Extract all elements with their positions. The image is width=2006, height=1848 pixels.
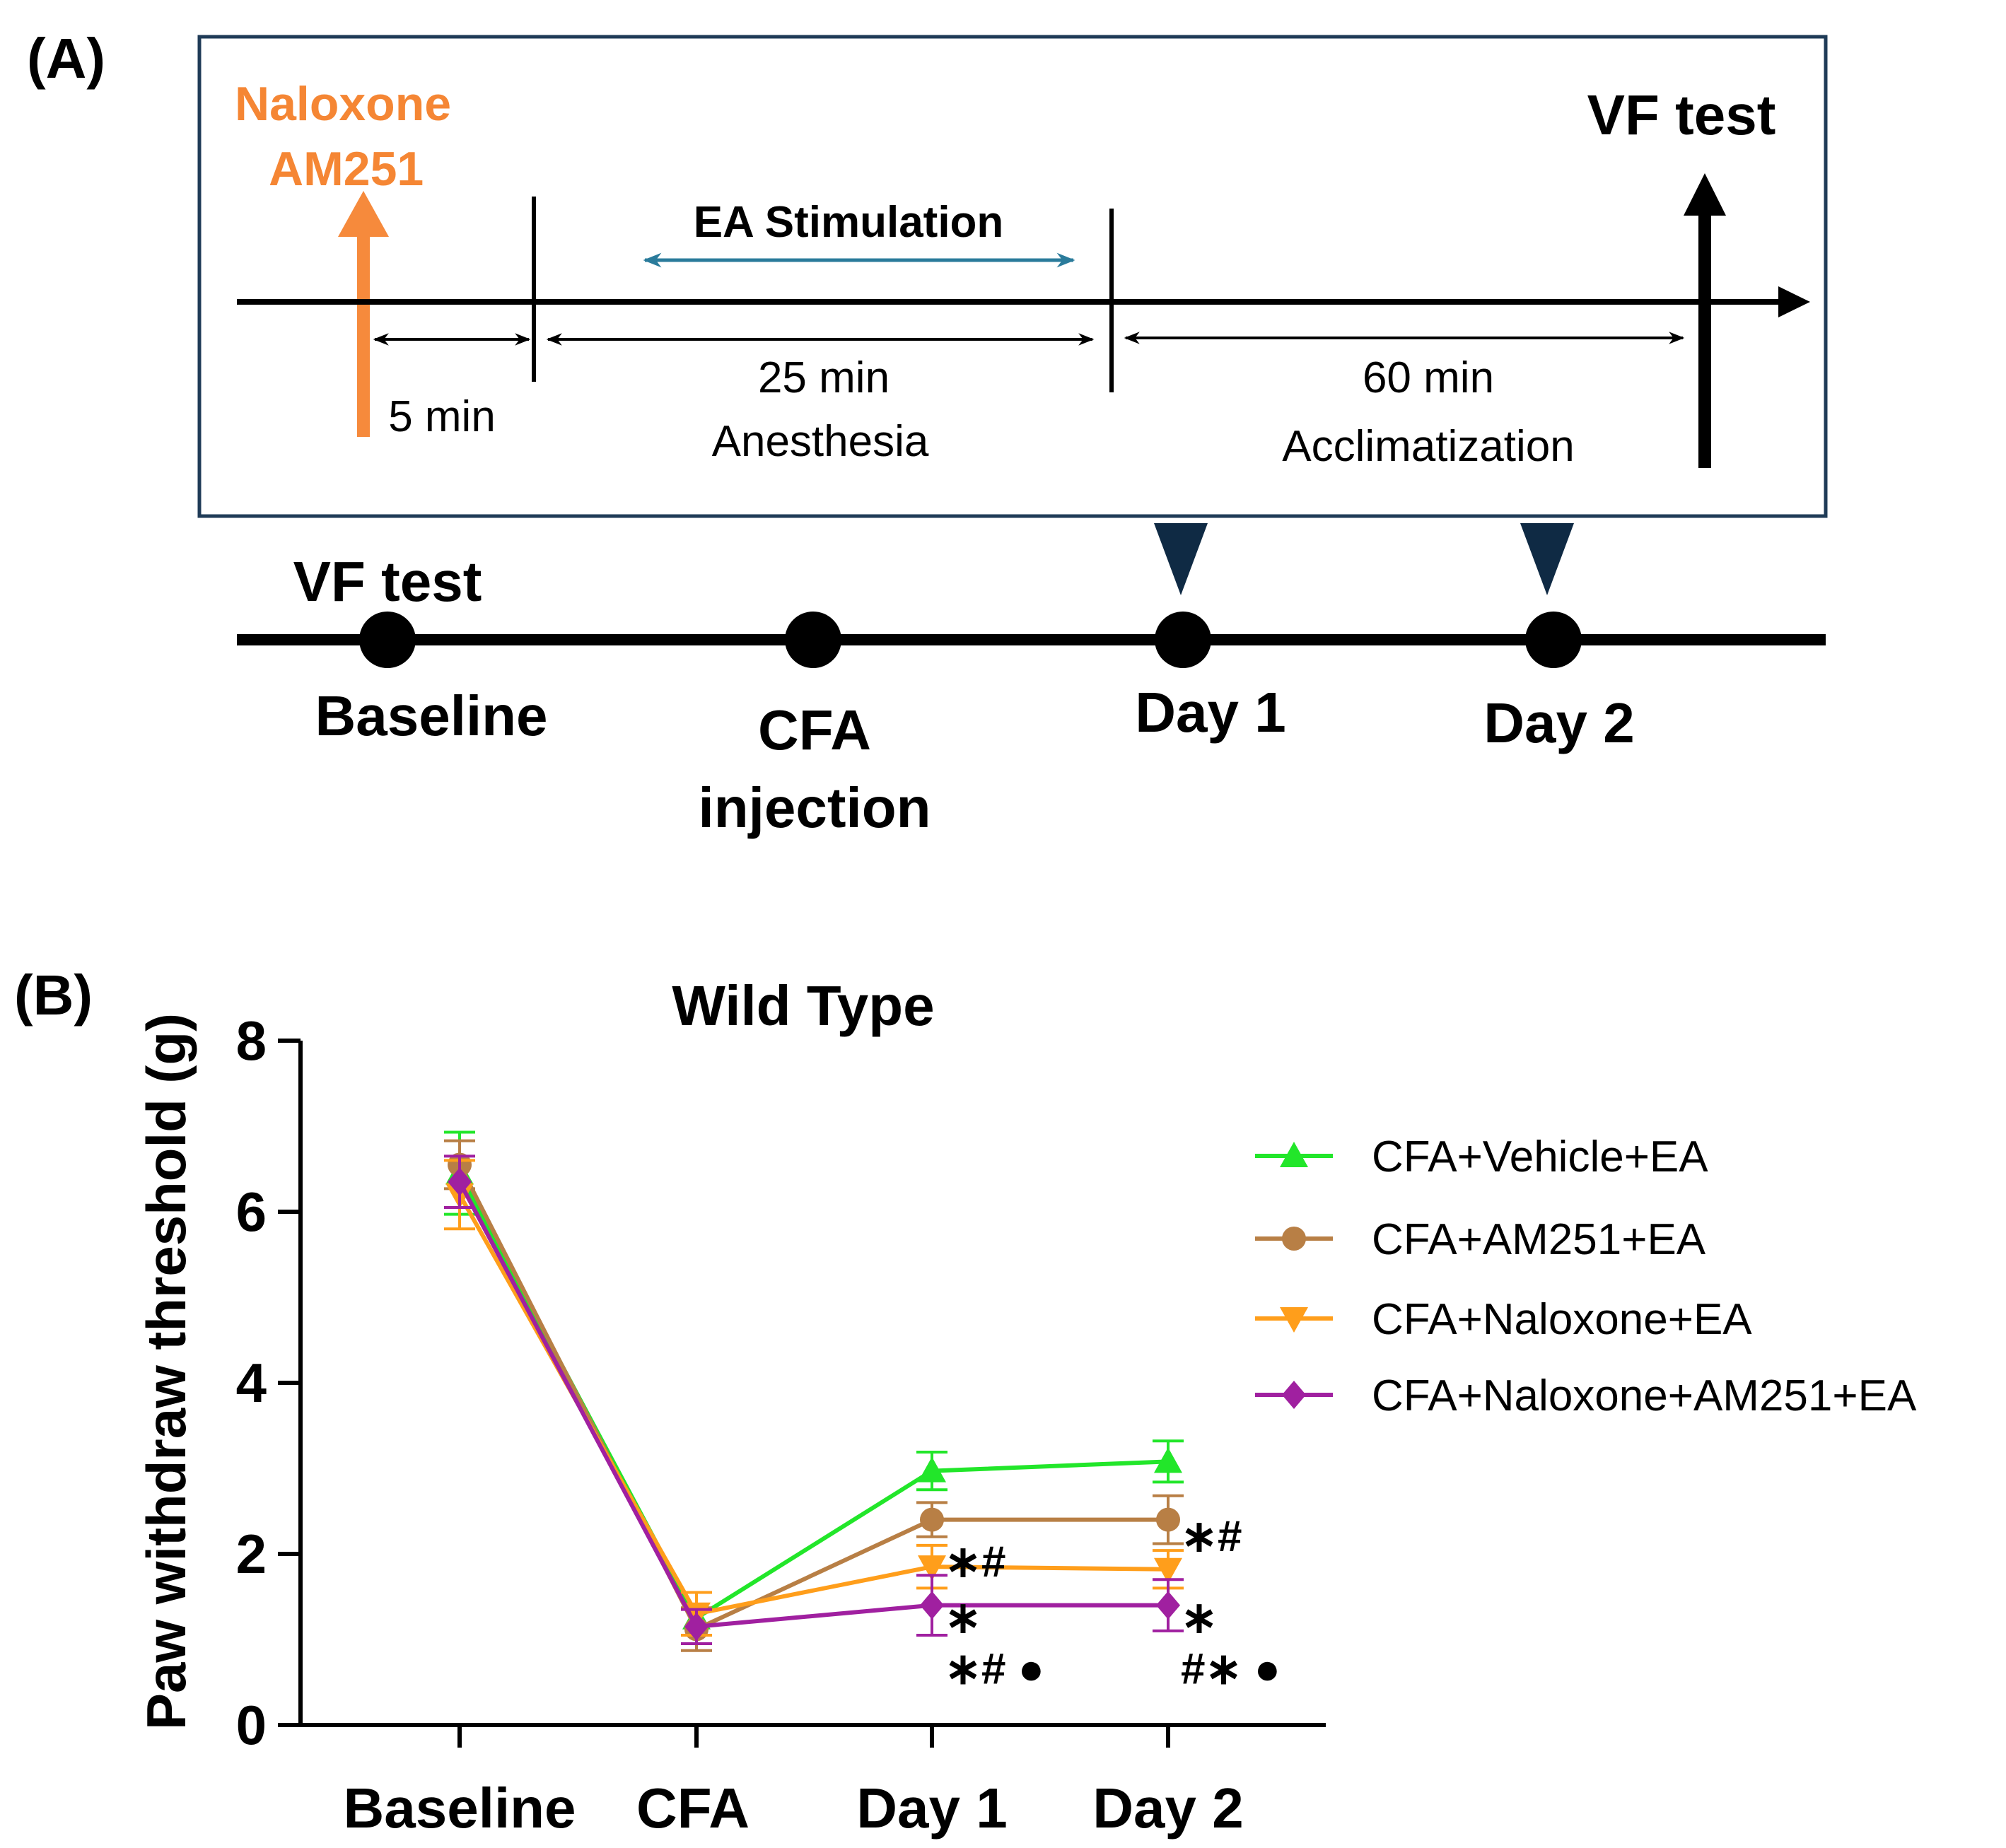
series-line — [457, 1172, 1169, 1620]
timepoint-label-day2: Day 2 — [1483, 691, 1634, 754]
data-point — [920, 1507, 944, 1532]
timepoint-label-injection: injection — [699, 776, 931, 839]
data-point — [684, 1612, 708, 1641]
timepoint-dot-baseline — [359, 612, 416, 668]
chart-title: Wild Type — [672, 974, 934, 1037]
data-point — [918, 1456, 946, 1483]
y-tick-label: 2 — [236, 1523, 267, 1585]
data-point — [1156, 1507, 1180, 1532]
legend-swatch-marker — [1282, 1227, 1306, 1251]
timepoint-dot-day1 — [1155, 612, 1211, 668]
significance-annotation: ∗# — [945, 1538, 1005, 1586]
legend-swatch-marker — [1280, 1307, 1308, 1333]
significance-annotation: ∗ — [945, 1593, 981, 1642]
y-tick-label: 0 — [236, 1694, 267, 1756]
data-point — [1154, 1557, 1182, 1584]
protocol-timeline-arrowhead — [1778, 286, 1810, 317]
panel-a: (A) Naloxone AM251 EA Stimulation 5 min … — [27, 27, 1828, 839]
x-ticks: Baseline CFA Day 1 Day 2 — [343, 1725, 1244, 1840]
day2-marker-triangle — [1520, 523, 1574, 595]
legend-swatch-marker — [1282, 1381, 1306, 1409]
day1-marker-triangle — [1154, 523, 1208, 595]
chart-series — [444, 1130, 1184, 1652]
y-tick-label: 4 — [236, 1352, 267, 1414]
vf-test-top-label: VF test — [1587, 83, 1776, 146]
legend-swatch-marker — [1280, 1142, 1308, 1167]
legend-label: CFA+Vehicle+EA — [1372, 1133, 1708, 1181]
x-tick-label: Day 1 — [856, 1777, 1007, 1840]
protocol-box — [197, 35, 1828, 518]
series-cfa-naloxone-ea — [444, 1159, 1184, 1637]
acclimatization-label: Acclimatization — [1282, 422, 1574, 471]
significance-annotation: ∗ — [1181, 1593, 1218, 1642]
series-line — [457, 1193, 1169, 1616]
panel-b: (B) Wild Type Paw withdraw threshold (g)… — [14, 964, 1917, 1840]
x-tick-label: CFA — [636, 1777, 750, 1840]
vf-test-arrow-shaft — [1698, 212, 1711, 468]
chart-legend: CFA+Vehicle+EA CFA+AM251+EA CFA+Naloxone+E… — [1255, 1133, 1917, 1420]
significance-annotation: ∗# ● — [945, 1644, 1044, 1693]
timepoint-label-day1: Day 1 — [1135, 681, 1285, 744]
y-tick-label: 8 — [236, 1010, 267, 1072]
drug-label-naloxone: Naloxone — [235, 77, 451, 131]
y-axis-label: Paw withdraw threshold (g) — [135, 1013, 197, 1730]
chart-axes — [298, 1041, 1326, 1727]
anesthesia-label: Anesthesia — [712, 417, 929, 466]
drug-arrow-shaft — [357, 232, 370, 437]
legend-item: CFA+Naloxone+AM251+EA — [1255, 1372, 1917, 1420]
panel-a-label: (A) — [27, 27, 105, 90]
legend-label: CFA+AM251+EA — [1372, 1215, 1706, 1264]
y-tick-label: 6 — [236, 1181, 267, 1243]
data-point — [918, 1555, 946, 1581]
timepoint-label-cfa: CFA — [758, 698, 871, 761]
series-cfa-am251-ea — [444, 1139, 1184, 1652]
data-point — [1156, 1591, 1180, 1620]
timepoint-dot-day2 — [1525, 612, 1582, 668]
drug-arrow-head — [338, 191, 389, 237]
drug-label-am251: AM251 — [269, 142, 424, 196]
significance-annotation: #∗ ● — [1181, 1644, 1281, 1693]
data-point — [920, 1591, 944, 1620]
vf-test-arrow-head — [1684, 173, 1726, 216]
legend-label: CFA+Naloxone+EA — [1372, 1295, 1752, 1344]
legend-item: CFA+Vehicle+EA — [1255, 1133, 1708, 1181]
legend-label: CFA+Naloxone+AM251+EA — [1372, 1372, 1917, 1420]
data-point — [1154, 1447, 1182, 1473]
series-line — [457, 1164, 1168, 1632]
chart-annotations: ∗#∗∗# ●∗#∗#∗ ● — [945, 1512, 1281, 1694]
interval-60-label: 60 min — [1363, 353, 1494, 402]
y-ticks: 0 2 4 6 8 — [236, 1010, 301, 1756]
timepoint-dot-cfa — [785, 612, 841, 668]
x-tick-label: Day 2 — [1092, 1777, 1243, 1840]
significance-annotation: ∗# — [1181, 1512, 1242, 1561]
legend-item: CFA+AM251+EA — [1255, 1215, 1706, 1264]
interval-25-label: 25 min — [758, 353, 890, 402]
series-cfa-naloxone-am251-ea — [444, 1154, 1184, 1646]
x-tick-label: Baseline — [343, 1777, 576, 1840]
series-line — [457, 1181, 1168, 1629]
panel-b-label: (B) — [14, 964, 93, 1027]
ea-stimulation-label: EA Stimulation — [694, 198, 1004, 247]
data-point — [448, 1167, 472, 1196]
legend-item: CFA+Naloxone+EA — [1255, 1295, 1752, 1344]
interval-5-label: 5 min — [388, 392, 496, 441]
vf-test-bottom-label: VF test — [293, 550, 482, 613]
timepoint-label-baseline: Baseline — [315, 684, 547, 747]
